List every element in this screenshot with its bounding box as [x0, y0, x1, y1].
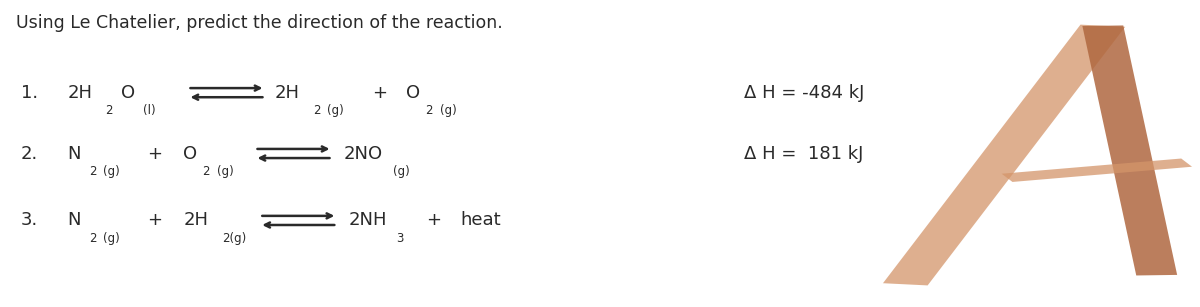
- Text: 2: 2: [203, 165, 210, 178]
- Text: (g): (g): [103, 232, 120, 245]
- Text: O: O: [406, 84, 420, 102]
- Polygon shape: [1082, 25, 1177, 275]
- Text: O: O: [184, 145, 198, 162]
- Text: (g): (g): [439, 104, 456, 117]
- Text: Using Le Chatelier, predict the direction of the reaction.: Using Le Chatelier, predict the directio…: [16, 14, 503, 32]
- Text: N: N: [67, 145, 80, 162]
- Text: 3.: 3.: [20, 212, 37, 229]
- Text: 2: 2: [313, 104, 320, 117]
- Text: (g): (g): [217, 165, 234, 178]
- Text: 2NO: 2NO: [343, 145, 383, 162]
- Text: (g): (g): [392, 165, 409, 178]
- Text: (g): (g): [328, 104, 343, 117]
- Text: (l): (l): [143, 104, 155, 117]
- Text: +: +: [372, 84, 388, 102]
- Text: 2: 2: [106, 104, 113, 117]
- Text: 2H: 2H: [67, 84, 92, 102]
- Text: (g): (g): [103, 165, 120, 178]
- Text: heat: heat: [460, 212, 500, 229]
- Text: +: +: [426, 212, 442, 229]
- Text: 2: 2: [425, 104, 433, 117]
- Text: Δ H = -484 kJ: Δ H = -484 kJ: [744, 84, 864, 102]
- Text: 2NH: 2NH: [348, 212, 388, 229]
- Text: 2: 2: [89, 232, 96, 245]
- Text: 2H: 2H: [184, 212, 209, 229]
- Text: 2(g): 2(g): [222, 232, 246, 245]
- Text: Δ H =  181 kJ: Δ H = 181 kJ: [744, 145, 863, 162]
- Text: 2.: 2.: [20, 145, 37, 162]
- Text: O: O: [121, 84, 136, 102]
- Text: +: +: [148, 212, 162, 229]
- Text: 2H: 2H: [275, 84, 299, 102]
- Polygon shape: [1002, 158, 1192, 182]
- Text: 1.: 1.: [20, 84, 37, 102]
- Text: 3: 3: [396, 232, 404, 245]
- Text: 2: 2: [89, 165, 96, 178]
- Polygon shape: [883, 25, 1126, 286]
- Text: N: N: [67, 212, 80, 229]
- Text: +: +: [148, 145, 162, 162]
